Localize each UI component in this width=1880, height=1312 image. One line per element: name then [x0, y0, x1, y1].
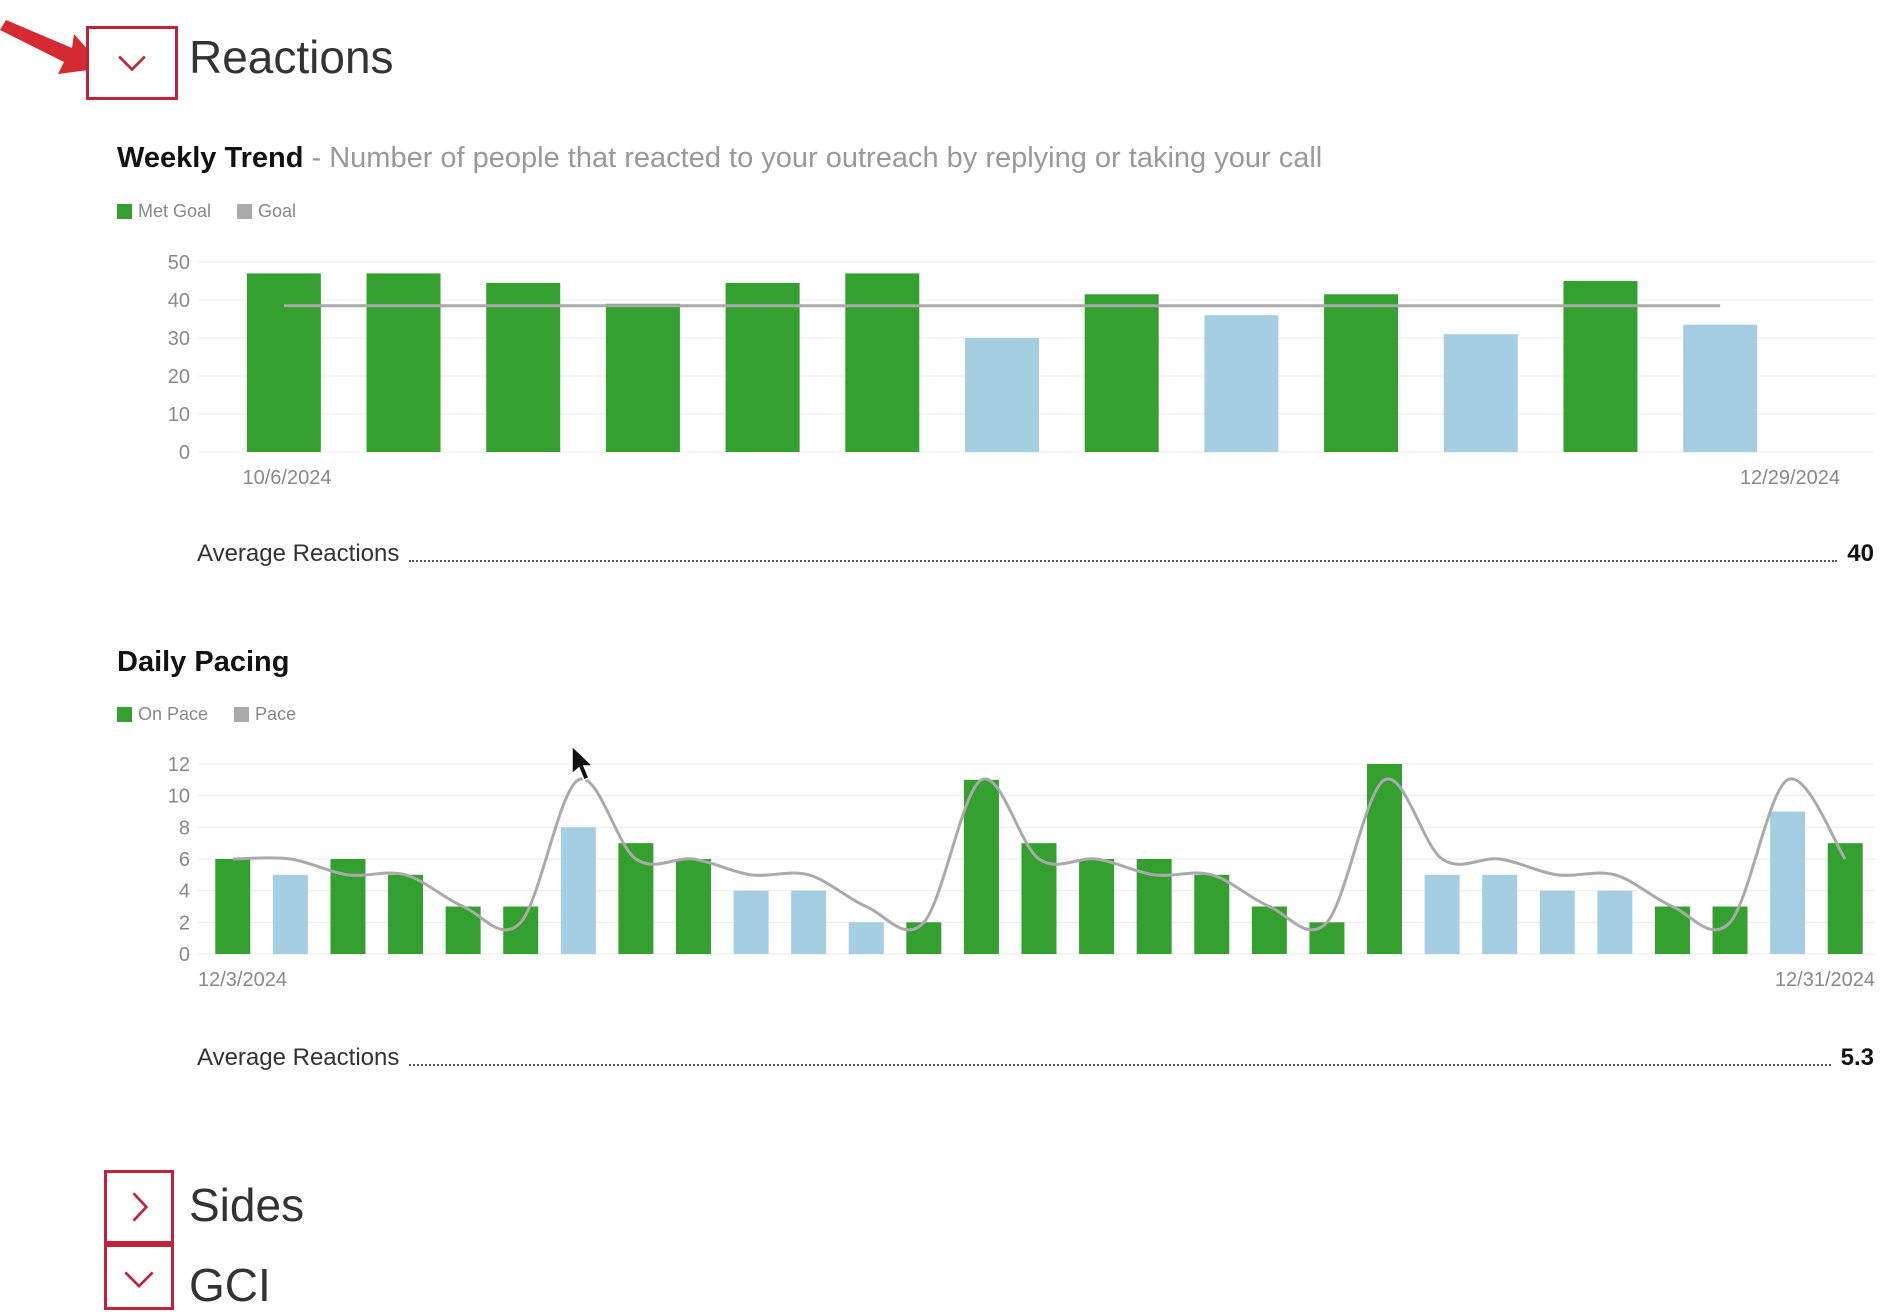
bar: [1539, 890, 1575, 954]
bar: [963, 779, 999, 954]
chevron-right-icon: [132, 1192, 149, 1222]
bar: [1079, 859, 1115, 954]
bar: [725, 282, 800, 452]
bar: [1770, 811, 1806, 954]
bar: [1021, 843, 1057, 954]
bar: [1827, 843, 1863, 954]
y-tick-label: 4: [179, 881, 190, 903]
bar: [1597, 890, 1633, 954]
weekly-legend: Met Goal Goal: [117, 201, 322, 222]
bar: [1367, 764, 1403, 954]
daily-average-value: 5.3: [1840, 1044, 1874, 1071]
daily-pacing-chart: 0 2 4 6 8 10 12 12/3/2024 12/31/2024: [168, 754, 1875, 991]
mouse-pointer-icon: [571, 744, 595, 781]
y-tick-label: 12: [168, 754, 190, 776]
legend-label: Goal: [258, 201, 297, 221]
bar: [366, 273, 441, 452]
chevron-down-icon: [124, 1271, 154, 1289]
daily-legend: On Pace Pace: [117, 704, 322, 725]
bar: [1443, 334, 1518, 452]
sides-section-title: Sides: [189, 1179, 305, 1231]
chevron-down-icon: [118, 55, 146, 72]
gci-toggle-button[interactable]: [104, 1244, 174, 1310]
bar: [1194, 874, 1230, 954]
y-tick-label: 0: [179, 944, 190, 966]
bar: [1424, 874, 1460, 954]
x-tick-label-last: 12/29/2024: [1740, 467, 1840, 489]
bar: [215, 859, 251, 954]
bar: [1482, 874, 1518, 954]
bar: [845, 273, 920, 452]
bar: [675, 859, 711, 954]
bar: [388, 874, 424, 954]
weekly-average-row: Average Reactions 40: [197, 540, 1874, 568]
y-tick-label: 8: [179, 817, 190, 839]
weekly-average-label: Average Reactions: [197, 540, 400, 567]
bar: [560, 827, 596, 954]
sides-toggle-button[interactable]: [104, 1170, 174, 1244]
bar: [848, 922, 884, 954]
bar: [906, 922, 942, 954]
weekly-average-value: 40: [1847, 540, 1874, 567]
pace-line: [232, 777, 1847, 932]
bar: [272, 874, 308, 954]
bar: [1204, 315, 1279, 452]
bar: [965, 338, 1039, 452]
legend-item-pace: Pace: [234, 704, 296, 725]
daily-pacing-heading: Daily Pacing: [117, 646, 290, 678]
dot-leader: [409, 560, 1838, 562]
legend-swatch: [234, 707, 250, 722]
gci-section-title: GCI: [189, 1259, 271, 1311]
y-tick-label: 10: [168, 786, 190, 808]
legend-label: On Pace: [138, 704, 209, 724]
x-tick-label-first: 12/3/2024: [198, 969, 287, 991]
bar: [605, 303, 680, 452]
bar: [1309, 922, 1345, 954]
bar: [486, 282, 561, 452]
x-tick-label-last: 12/31/2024: [1775, 969, 1875, 991]
dot-leader: [409, 1064, 1831, 1066]
legend-swatch: [117, 707, 132, 722]
reactions-section-title: Reactions: [189, 31, 394, 83]
daily-average-label: Average Reactions: [197, 1044, 400, 1071]
legend-item-goal: Goal: [237, 201, 296, 222]
bar: [246, 273, 321, 452]
daily-average-row: Average Reactions 5.3: [197, 1044, 1874, 1072]
reactions-toggle-button[interactable]: [86, 26, 178, 100]
y-tick-label: 0: [179, 442, 190, 464]
legend-label: Met Goal: [138, 201, 212, 221]
weekly-trend-title: Weekly Trend - Number of people that rea…: [117, 142, 1322, 175]
x-tick-label-first: 10/6/2024: [243, 467, 332, 489]
y-tick-label: 6: [179, 849, 190, 871]
y-tick-label: 40: [168, 290, 190, 312]
y-tick-label: 10: [168, 404, 190, 426]
legend-label: Pace: [255, 704, 297, 724]
daily-pacing-title: Daily Pacing: [117, 646, 289, 679]
bar: [1683, 324, 1758, 452]
bar: [618, 843, 654, 954]
bar: [1563, 281, 1638, 452]
legend-swatch: [117, 204, 132, 219]
y-tick-label: 2: [179, 912, 190, 934]
y-tick-label: 50: [168, 252, 190, 274]
bar: [1324, 294, 1399, 452]
weekly-trend-chart: 0 10 20 30 40 50 10/6/2024 12/29/2024: [168, 252, 1875, 489]
legend-item-on-pace: On Pace: [117, 704, 208, 725]
bar: [733, 890, 769, 954]
weekly-trend-heading: Weekly Trend: [117, 142, 304, 174]
bar: [1084, 294, 1159, 452]
weekly-trend-subtitle: - Number of people that reacted to your …: [303, 142, 1323, 174]
legend-swatch: [237, 204, 253, 219]
y-tick-label: 20: [168, 366, 190, 388]
legend-item-met-goal: Met Goal: [117, 201, 211, 222]
red-arrow-icon: [0, 20, 104, 74]
y-tick-label: 30: [168, 328, 190, 350]
bar: [791, 890, 827, 954]
